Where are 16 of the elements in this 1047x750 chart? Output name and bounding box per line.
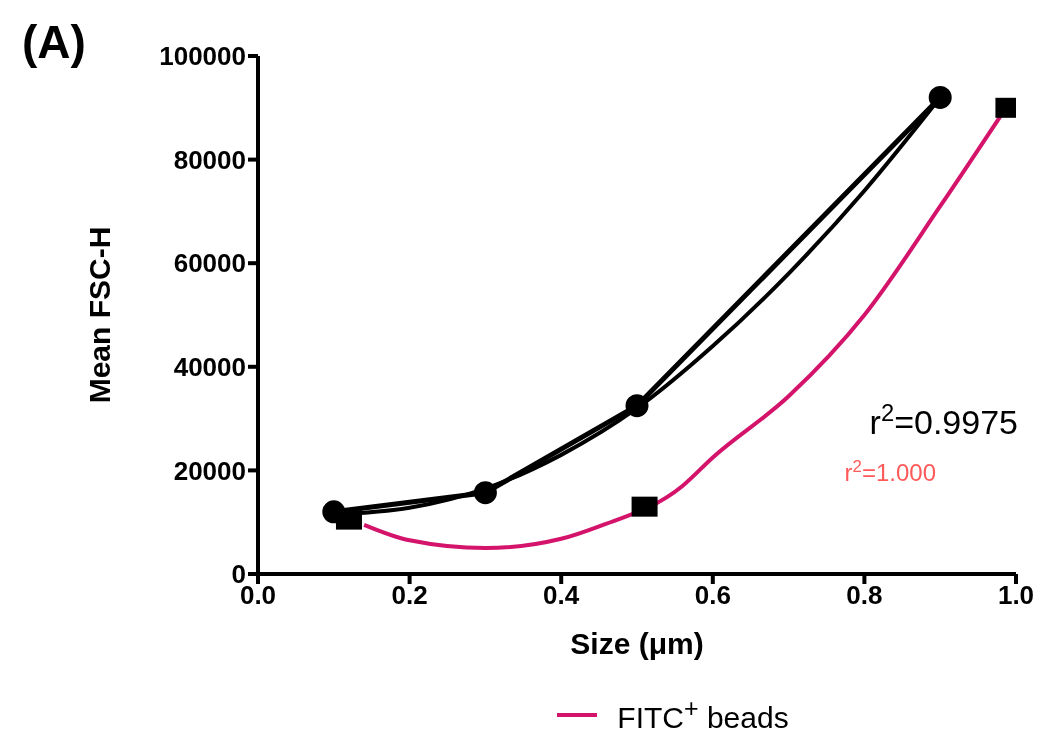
legend-label: FITC$^{+}$ beads xyxy=(617,694,789,735)
text: (A) xyxy=(22,16,86,68)
annotation: r$^{2}$=1.000 xyxy=(844,456,936,486)
annotation: r$^{2}$=0.9975 xyxy=(869,398,1018,442)
x-tick-label: 0.8 xyxy=(846,580,883,611)
y-axis-title: Mean FSC-H xyxy=(83,226,116,404)
y-tick-label: 40000 xyxy=(173,352,246,383)
y-tick-label: 60000 xyxy=(173,248,246,279)
y-tick-label: 20000 xyxy=(173,455,246,486)
x-axis-title: Size (μm) xyxy=(570,627,704,660)
x-tick-label: 1.0 xyxy=(997,580,1035,611)
y-tick-label: 80000 xyxy=(173,144,246,175)
x-tick-label: 0.4 xyxy=(543,580,580,611)
x-tick-label: 0.2 xyxy=(391,580,428,611)
x-tick-label: 0.6 xyxy=(694,580,731,611)
y-tick-label: 100000 xyxy=(159,41,246,72)
